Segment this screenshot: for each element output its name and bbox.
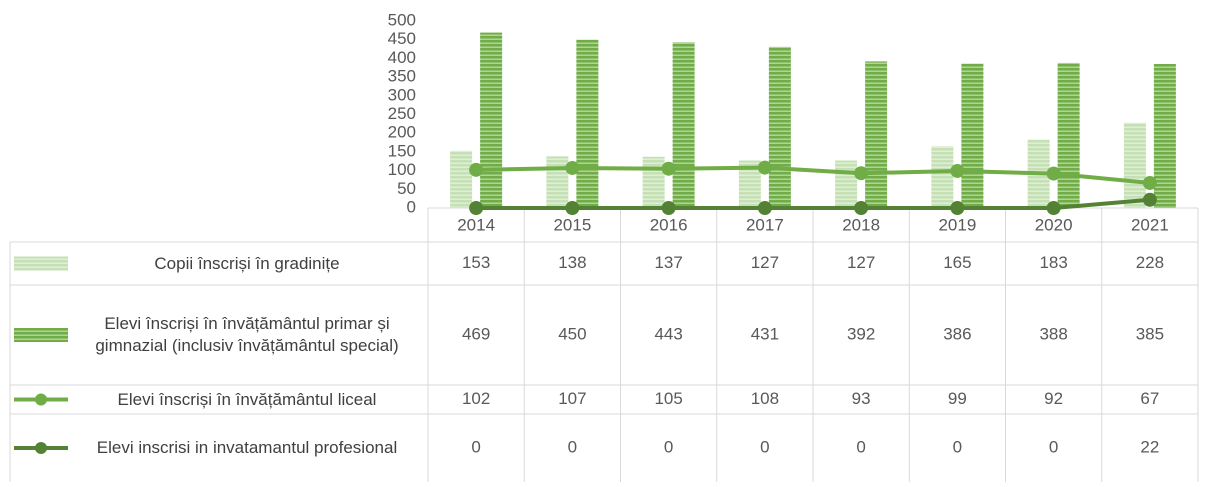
legend-key bbox=[14, 328, 68, 342]
marker bbox=[1142, 175, 1157, 190]
marker bbox=[757, 160, 772, 175]
bar bbox=[450, 150, 473, 208]
x-tick-label: 2016 bbox=[650, 215, 688, 234]
table-value: 392 bbox=[847, 324, 875, 343]
legend-label: Elevi înscriși în învățământul liceal bbox=[117, 389, 377, 409]
table-value: 127 bbox=[847, 253, 875, 272]
y-tick-label: 0 bbox=[407, 197, 416, 216]
table-value: 0 bbox=[1049, 437, 1058, 456]
legend-label: Elevi înscriși în învățământul primar și… bbox=[95, 314, 399, 355]
bar bbox=[546, 156, 569, 208]
table-value: 153 bbox=[462, 253, 490, 272]
bar bbox=[1123, 122, 1146, 208]
table-value: 22 bbox=[1140, 437, 1159, 456]
x-tick-label: 2019 bbox=[938, 215, 976, 234]
marker bbox=[661, 161, 676, 176]
marker bbox=[469, 201, 484, 215]
table-value: 137 bbox=[654, 253, 682, 272]
table-value: 0 bbox=[760, 437, 769, 456]
table-value: 386 bbox=[943, 324, 971, 343]
table-value: 107 bbox=[558, 389, 586, 408]
legend-entry: Copii înscriși în gradinițe bbox=[154, 253, 340, 273]
x-tick-label: 2017 bbox=[746, 215, 784, 234]
marker bbox=[1046, 201, 1061, 215]
y-tick-label: 500 bbox=[388, 10, 416, 29]
marker bbox=[661, 201, 676, 215]
y-tick-label: 200 bbox=[388, 123, 416, 142]
table-value: 138 bbox=[558, 253, 586, 272]
y-tick-label: 250 bbox=[388, 104, 416, 123]
marker bbox=[565, 201, 580, 215]
marker bbox=[854, 166, 869, 181]
legend-entry: Elevi înscriși în învățământul primar și… bbox=[95, 314, 399, 355]
table-value: 228 bbox=[1136, 253, 1164, 272]
bar bbox=[480, 32, 503, 209]
marker bbox=[1046, 166, 1061, 181]
y-tick-label: 300 bbox=[388, 85, 416, 104]
legend-entry: Elevi inscrisi in invatamantul profesion… bbox=[96, 438, 398, 457]
bar bbox=[931, 146, 954, 208]
table-value: 105 bbox=[654, 389, 682, 408]
bar bbox=[642, 156, 665, 208]
legend-key bbox=[35, 393, 47, 406]
bar bbox=[738, 160, 761, 208]
bar bbox=[865, 61, 888, 208]
table-value: 0 bbox=[568, 437, 577, 456]
x-tick-label: 2015 bbox=[553, 215, 591, 234]
x-tick-label: 2021 bbox=[1131, 215, 1169, 234]
table-value: 67 bbox=[1140, 389, 1159, 408]
table-value: 102 bbox=[462, 389, 490, 408]
table-value: 443 bbox=[654, 324, 682, 343]
table-value: 93 bbox=[852, 389, 871, 408]
table-value: 0 bbox=[953, 437, 962, 456]
marker bbox=[757, 201, 772, 215]
legend-label: Copii înscriși în gradinițe bbox=[154, 253, 340, 273]
y-tick-label: 150 bbox=[388, 141, 416, 160]
table-value: 99 bbox=[948, 389, 967, 408]
legend-label: Elevi inscrisi in invatamantul profesion… bbox=[96, 438, 398, 457]
marker bbox=[1142, 192, 1157, 207]
y-tick-label: 50 bbox=[397, 179, 416, 198]
bar bbox=[1057, 62, 1080, 208]
marker bbox=[854, 201, 869, 215]
marker bbox=[950, 201, 965, 215]
table-value: 388 bbox=[1039, 324, 1067, 343]
marker bbox=[565, 160, 580, 175]
y-tick-label: 350 bbox=[388, 67, 416, 86]
x-tick-label: 2018 bbox=[842, 215, 880, 234]
bar bbox=[961, 63, 984, 208]
table-value: 165 bbox=[943, 253, 971, 272]
y-tick-label: 450 bbox=[388, 29, 416, 48]
table-value: 0 bbox=[856, 437, 865, 456]
table-value: 127 bbox=[751, 253, 779, 272]
table-value: 431 bbox=[751, 324, 779, 343]
table-value: 183 bbox=[1039, 253, 1067, 272]
table-value: 108 bbox=[751, 389, 779, 408]
bar bbox=[576, 39, 599, 209]
table-value: 0 bbox=[471, 437, 480, 456]
legend-key bbox=[35, 442, 47, 454]
table-value: 469 bbox=[462, 324, 490, 343]
marker bbox=[950, 163, 965, 178]
table-value: 385 bbox=[1136, 324, 1164, 343]
bar bbox=[835, 160, 858, 208]
legend-key bbox=[14, 256, 68, 271]
bar bbox=[1153, 64, 1176, 208]
line bbox=[476, 165, 1151, 185]
x-tick-label: 2014 bbox=[457, 215, 495, 234]
line bbox=[476, 197, 1151, 210]
table-value: 0 bbox=[664, 437, 673, 456]
x-tick-label: 2020 bbox=[1035, 215, 1073, 234]
legend-entry: Elevi înscriși în învățământul liceal bbox=[117, 389, 377, 409]
y-tick-label: 100 bbox=[388, 160, 416, 179]
marker bbox=[469, 162, 484, 177]
bar bbox=[672, 42, 695, 209]
bar bbox=[768, 46, 791, 208]
table-value: 92 bbox=[1044, 389, 1063, 408]
table-value: 450 bbox=[558, 324, 586, 343]
y-tick-label: 400 bbox=[388, 48, 416, 67]
